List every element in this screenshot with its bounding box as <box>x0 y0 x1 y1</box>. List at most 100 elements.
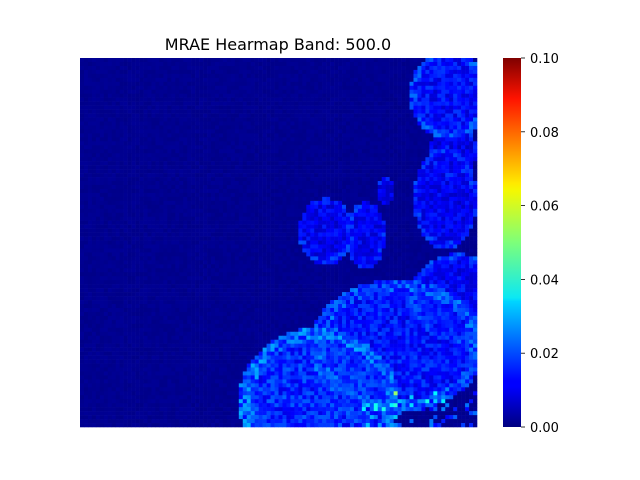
heatmap-cell <box>409 109 414 114</box>
heatmap-cell <box>163 236 168 241</box>
heatmap-cell <box>191 113 196 118</box>
heatmap-cell <box>401 252 406 257</box>
heatmap-cell <box>139 141 144 146</box>
heatmap-cell <box>179 177 184 182</box>
heatmap-cell <box>306 232 311 237</box>
heatmap-cell <box>393 216 398 221</box>
heatmap-cell <box>266 196 271 202</box>
heatmap-cell <box>155 157 160 162</box>
heatmap-cell <box>457 252 462 257</box>
heatmap-cell <box>425 200 430 206</box>
heatmap-cell <box>294 61 299 67</box>
heatmap-cell <box>226 248 232 253</box>
heatmap-cell <box>238 161 244 166</box>
heatmap-cell <box>167 133 172 138</box>
heatmap-cell <box>127 77 132 83</box>
heatmap-cell <box>218 192 224 198</box>
heatmap-cell <box>369 117 375 122</box>
heatmap-cell <box>441 145 446 150</box>
heatmap-cell <box>330 153 335 158</box>
heatmap-cell <box>115 61 120 67</box>
heatmap-cell <box>381 117 386 122</box>
heatmap-cell <box>179 58 184 63</box>
heatmap-cell <box>107 77 113 83</box>
heatmap-cell <box>107 212 113 218</box>
heatmap-cell <box>246 204 252 210</box>
heatmap-cell <box>445 184 450 190</box>
heatmap-cell <box>353 141 359 146</box>
heatmap-cell <box>290 125 295 130</box>
heatmap-cell <box>246 244 252 249</box>
heatmap-cell <box>290 153 295 158</box>
heatmap-cell <box>242 89 248 95</box>
heatmap-cell <box>473 192 478 198</box>
heatmap-cell <box>441 184 446 190</box>
heatmap-cell <box>449 145 454 150</box>
heatmap-cell <box>318 236 323 241</box>
heatmap-cell <box>421 169 426 174</box>
heatmap-cell <box>103 220 109 225</box>
heatmap-cell <box>326 149 331 154</box>
heatmap-cell <box>218 236 224 241</box>
heatmap-cell <box>250 228 255 233</box>
heatmap-cell <box>175 129 180 134</box>
heatmap-cell <box>437 69 442 75</box>
heatmap-cell <box>373 58 379 63</box>
heatmap-cell <box>222 173 228 178</box>
heatmap-cell <box>322 117 327 122</box>
heatmap-cell <box>191 58 196 63</box>
heatmap-cell <box>457 93 462 98</box>
heatmap-cell <box>381 208 386 214</box>
heatmap-cell <box>99 248 105 253</box>
heatmap-cell <box>274 181 279 186</box>
heatmap-cell <box>357 109 363 114</box>
heatmap-cell <box>334 133 339 138</box>
heatmap-cell <box>445 133 450 138</box>
heatmap-cell <box>222 244 228 249</box>
heatmap-cell <box>393 81 398 87</box>
heatmap-cell <box>353 196 359 202</box>
heatmap-cell <box>409 69 414 75</box>
heatmap-cell <box>385 188 390 194</box>
heatmap-cell <box>222 77 228 83</box>
heatmap-cell <box>349 85 355 91</box>
heatmap-cell <box>369 208 375 214</box>
heatmap-cell <box>222 228 228 233</box>
heatmap-cell <box>314 133 319 138</box>
heatmap-cell <box>377 85 383 91</box>
heatmap-cell <box>318 137 323 142</box>
heatmap-cell <box>294 97 299 102</box>
heatmap-cell <box>357 157 363 162</box>
heatmap-cell <box>433 224 438 229</box>
heatmap-cell <box>250 85 255 91</box>
heatmap-cell <box>373 125 379 130</box>
heatmap-cell <box>429 252 434 257</box>
heatmap-cell <box>425 157 430 162</box>
heatmap-cell <box>83 141 89 146</box>
heatmap-cell <box>187 177 192 182</box>
heatmap-cell <box>246 240 252 245</box>
heatmap-cell <box>322 77 327 83</box>
heatmap-cell <box>238 125 244 130</box>
heatmap-cell <box>373 232 379 237</box>
heatmap-cell <box>294 200 299 206</box>
heatmap-cell <box>429 165 434 170</box>
heatmap-cell <box>369 204 375 210</box>
heatmap-cell <box>171 188 176 194</box>
heatmap-cell <box>457 244 462 249</box>
heatmap-cell <box>103 153 109 158</box>
heatmap-cell <box>99 173 105 178</box>
heatmap-cell <box>278 192 283 198</box>
heatmap-cell <box>286 73 291 79</box>
heatmap-cell <box>330 248 335 253</box>
heatmap-cell <box>302 177 307 182</box>
heatmap-cell <box>385 97 390 102</box>
heatmap-cell <box>433 61 438 67</box>
heatmap-cell <box>270 81 275 87</box>
heatmap-cell <box>214 244 220 249</box>
heatmap-cell <box>159 244 164 249</box>
heatmap-cell <box>143 177 148 182</box>
heatmap-cell <box>290 58 295 63</box>
heatmap-cell <box>457 165 462 170</box>
heatmap-cell <box>357 113 363 118</box>
